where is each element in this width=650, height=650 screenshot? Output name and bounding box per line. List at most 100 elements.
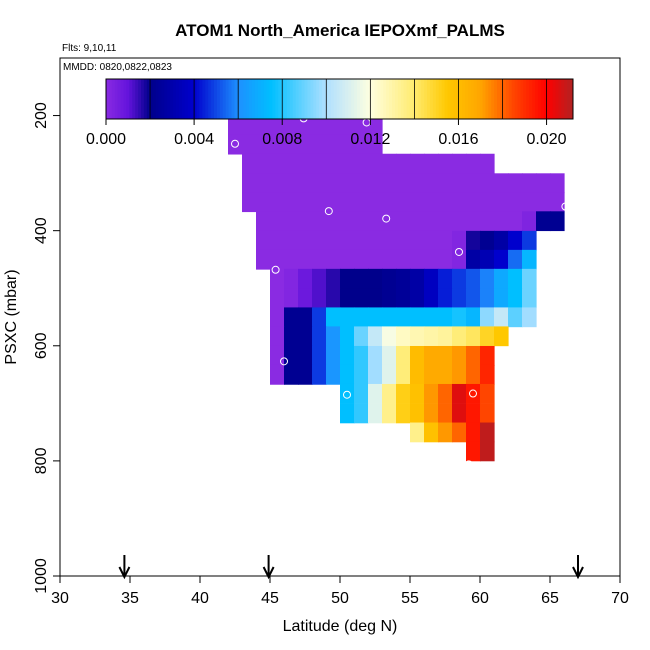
heatmap-cell	[382, 288, 397, 309]
colorbar-segment	[561, 79, 565, 119]
colorbar-segment	[549, 79, 554, 119]
heatmap-cell	[382, 307, 397, 328]
colorbar-segment	[403, 79, 408, 119]
heatmap-cell	[284, 153, 299, 174]
heatmap-cell	[298, 307, 313, 328]
heatmap-cell	[396, 192, 411, 213]
heatmap-cell	[396, 288, 411, 309]
chart-title: ATOM1 North_America IEPOXmf_PALMS	[175, 21, 505, 40]
colorbar-segment	[508, 79, 513, 119]
flights-label: Flts: 9,10,11	[62, 43, 117, 54]
heatmap-cell	[326, 307, 341, 328]
heatmap-cell	[284, 134, 299, 155]
heatmap-cell	[242, 115, 257, 136]
heatmap-cell	[438, 326, 453, 347]
colorbar-segment	[342, 79, 346, 119]
heatmap-cell	[312, 326, 327, 347]
heatmap-cell	[480, 153, 495, 174]
flight-arrows	[118, 555, 584, 580]
heatmap-cell	[284, 268, 299, 289]
colorbar-segment	[301, 79, 305, 119]
colorbar-segment	[473, 79, 478, 119]
heatmap-cell	[424, 403, 439, 424]
heatmap-cell	[298, 211, 313, 232]
heatmap-cell	[410, 268, 425, 289]
colorbar-segment	[225, 79, 230, 119]
heatmap-cell	[340, 364, 355, 385]
heatmap-cell	[410, 211, 425, 232]
colorbar-segment	[389, 79, 393, 119]
heatmap-cell	[480, 288, 495, 309]
colorbar-segment	[540, 79, 545, 119]
heatmap-cell	[382, 403, 397, 424]
heatmap-cell	[368, 307, 383, 328]
heatmap-cell	[354, 173, 369, 194]
colorbar-segment	[243, 79, 247, 119]
heatmap-cell	[340, 230, 355, 251]
heatmap-cell	[298, 134, 313, 155]
colorbar-segment	[292, 79, 297, 119]
colorbar-segment	[429, 79, 434, 119]
colorbar-segment	[149, 79, 154, 119]
heatmap-cell	[270, 134, 285, 155]
heatmap-cell	[424, 307, 439, 328]
heatmap-cell	[480, 249, 495, 270]
heatmap-cell	[256, 153, 271, 174]
colorbar-segment	[170, 79, 174, 119]
heatmap-cell	[410, 383, 425, 404]
heatmap-cell	[340, 307, 355, 328]
heatmap-cell	[256, 192, 271, 213]
heatmap-cell	[480, 345, 495, 366]
colorbar-segment	[535, 79, 539, 119]
colorbar-segment	[494, 79, 498, 119]
heatmap-cell	[242, 173, 257, 194]
heatmap-cell	[368, 383, 383, 404]
colorbar-segment	[167, 79, 171, 119]
colorbar-segment	[281, 79, 285, 119]
heatmap-cell	[396, 249, 411, 270]
colorbar-segment	[164, 79, 168, 119]
heatmap-cell	[270, 230, 285, 251]
colorbar-segment	[526, 79, 530, 119]
heatmap-cell	[284, 230, 299, 251]
heatmap-cell	[438, 249, 453, 270]
heatmap-cell	[508, 268, 523, 289]
heatmap-cell	[410, 422, 425, 443]
heatmap-cell	[354, 307, 369, 328]
heatmap-cell	[340, 383, 355, 404]
colorbar-segment	[316, 79, 320, 119]
heatmap-cell	[312, 134, 327, 155]
heatmap-cell	[312, 173, 327, 194]
heatmap-cell	[354, 403, 369, 424]
colorbar-segment	[427, 79, 431, 119]
heatmap-cell	[396, 326, 411, 347]
colorbar-segment	[126, 79, 130, 119]
heatmap-cell	[536, 173, 551, 194]
colorbar-segment	[216, 79, 221, 119]
heatmap-cell	[340, 249, 355, 270]
colorbar-segment	[567, 79, 571, 119]
heatmap-cell	[550, 211, 565, 232]
track-point	[231, 139, 239, 148]
colorbar-segment	[319, 79, 323, 119]
colorbar-segment	[505, 79, 510, 119]
heatmap-cell	[368, 211, 383, 232]
y-tick-label: 800	[33, 447, 50, 474]
heatmap-cell	[466, 211, 481, 232]
heatmap-cell	[480, 307, 495, 328]
heatmap-cell	[410, 173, 425, 194]
track-point	[455, 247, 463, 256]
track-point	[271, 265, 280, 274]
colorbar-tick-label: 0.004	[174, 131, 214, 148]
heatmap-cell	[480, 326, 495, 347]
heatmap-cell	[270, 288, 285, 309]
heatmap-cell	[424, 383, 439, 404]
heatmap-cell	[410, 153, 425, 174]
colorbar-segment	[482, 79, 486, 119]
heatmap-cell	[452, 383, 467, 404]
colorbar-segment	[500, 79, 504, 119]
heatmap-cell	[256, 249, 271, 270]
colorbar	[106, 79, 574, 119]
colorbar-segment	[208, 79, 212, 119]
heatmap-cell	[312, 192, 327, 213]
